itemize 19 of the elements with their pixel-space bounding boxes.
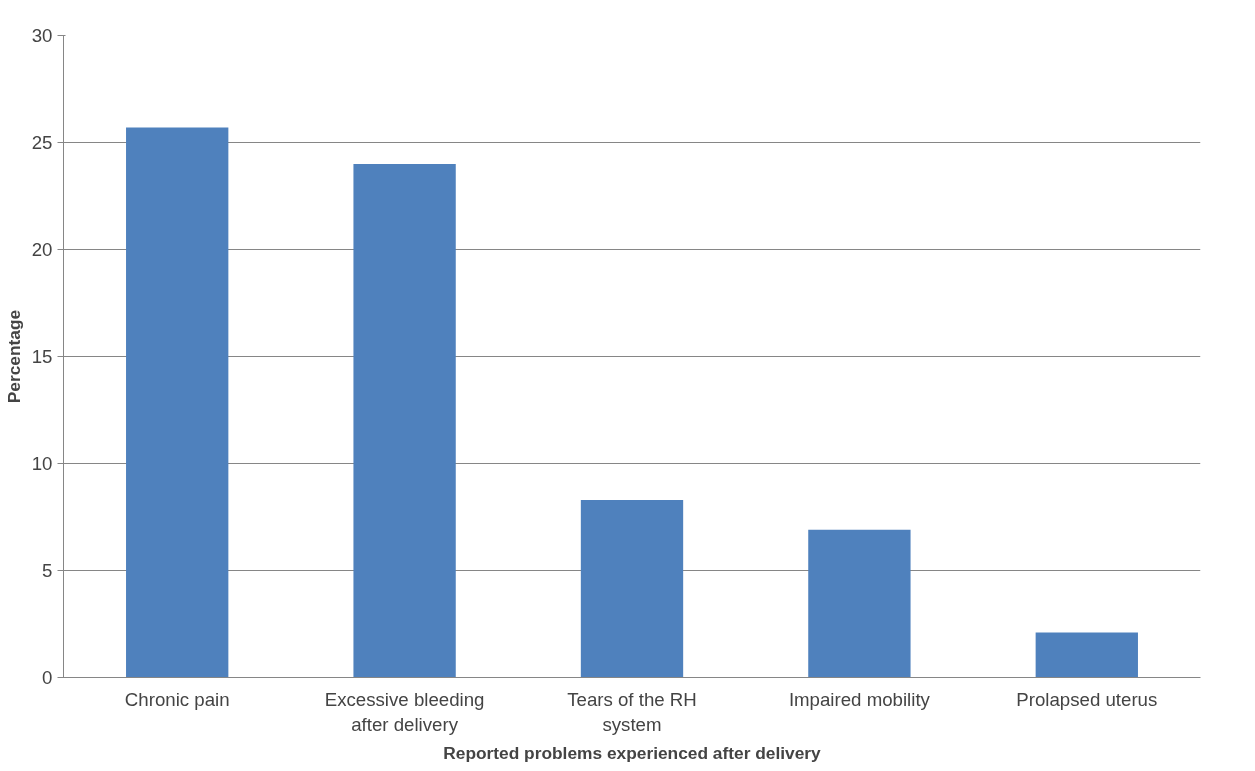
- bar: [126, 127, 229, 678]
- y-axis-title: Percentage: [3, 309, 24, 404]
- bar: [353, 163, 456, 678]
- x-tick-label: Impaired mobility: [788, 688, 931, 710]
- y-tick-label: 0: [42, 667, 53, 688]
- bar: [1035, 632, 1138, 678]
- y-tick-label: 25: [31, 132, 53, 153]
- bar: [580, 499, 684, 678]
- x-axis-title: Reported problems experienced after delivery: [443, 742, 822, 763]
- bar: [808, 529, 911, 678]
- y-tick-label: 20: [31, 239, 53, 260]
- x-tick-label: Tears of the RH system: [567, 688, 697, 735]
- y-tick-label: 10: [31, 453, 53, 474]
- y-tick-label: 30: [31, 25, 53, 46]
- x-tick-label: Excessive bleeding after delivery: [324, 688, 485, 735]
- x-tick-label: Chronic pain: [124, 688, 230, 710]
- x-tick-label: Prolapsed uterus: [1016, 688, 1158, 710]
- y-tick-label: 5: [42, 560, 53, 581]
- y-tick-label: 15: [31, 346, 53, 367]
